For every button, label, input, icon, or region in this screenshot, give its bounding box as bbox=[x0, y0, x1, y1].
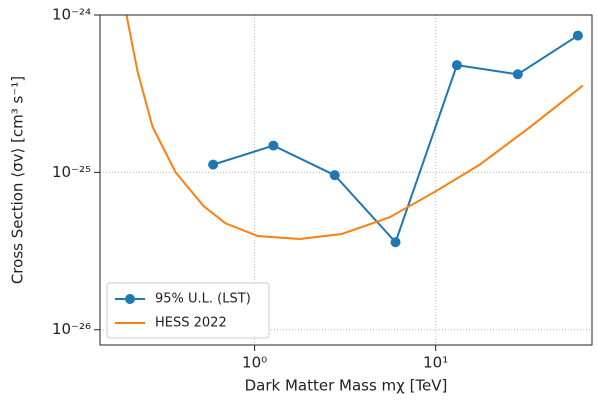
x-tick-label: 10¹ bbox=[423, 354, 448, 372]
plot-frame bbox=[99, 14, 593, 346]
legend-label: 95% U.L. (LST) bbox=[155, 292, 251, 307]
y-tick-label: 10⁻²⁵ bbox=[52, 163, 91, 181]
legend-marker bbox=[125, 294, 135, 304]
data-point bbox=[512, 69, 523, 80]
y-tick-label: 10⁻²⁴ bbox=[52, 6, 91, 24]
legend-label: HESS 2022 bbox=[155, 316, 227, 331]
data-point bbox=[390, 237, 401, 248]
data-point bbox=[451, 60, 462, 71]
data-point bbox=[329, 170, 340, 181]
x-tick-label: 10⁰ bbox=[242, 354, 267, 372]
data-point bbox=[268, 140, 279, 151]
data-point bbox=[208, 159, 219, 170]
series-line bbox=[125, 15, 584, 241]
series-line bbox=[212, 34, 579, 245]
y-tick-label: 10⁻²⁶ bbox=[52, 320, 91, 338]
y-axis-label: Cross Section ⟨σv⟩ [cm³ s⁻¹] bbox=[9, 76, 27, 284]
data-point bbox=[572, 30, 583, 41]
legend-box bbox=[106, 282, 270, 339]
x-axis-label: Dark Matter Mass mχ [TeV] bbox=[245, 377, 448, 395]
